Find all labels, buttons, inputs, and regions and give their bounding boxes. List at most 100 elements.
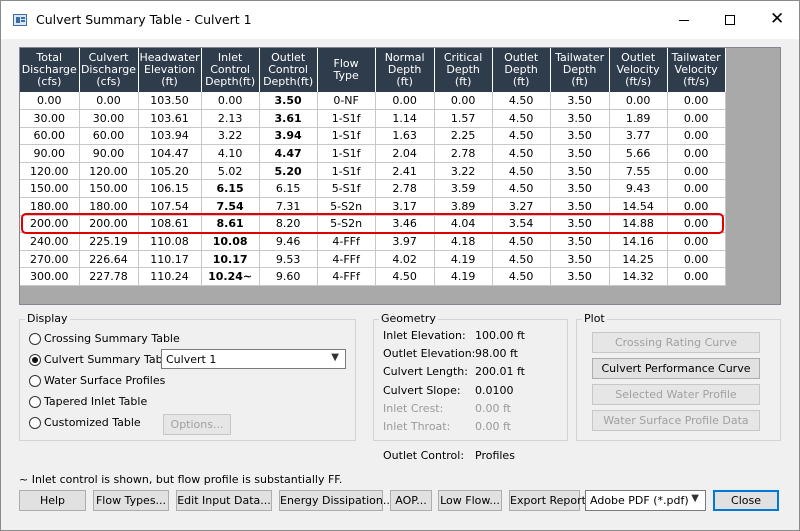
table-cell: 4-FFf — [317, 250, 376, 269]
maximize-icon — [725, 15, 735, 25]
summary-table-grid[interactable]: Total Discharge (cfs) Culvert Discharge (… — [19, 47, 781, 305]
radio-label: Culvert Summary Table — [44, 353, 173, 366]
table-cell: 9.46 — [259, 232, 318, 251]
table-cell: 3.77 — [609, 127, 668, 146]
selected-water-profile-button[interactable]: Selected Water Profile — [592, 384, 760, 405]
geometry-label: Outlet Elevation: — [383, 347, 476, 361]
table-cell: 0.00 — [667, 144, 726, 163]
table-cell: 200.00 — [20, 215, 80, 234]
crossing-rating-curve-button[interactable]: Crossing Rating Curve — [592, 332, 760, 353]
table-cell: 4.04 — [434, 215, 493, 234]
flow-types-button[interactable]: Flow Types... — [93, 490, 169, 511]
display-group — [19, 319, 356, 441]
table-cell: 14.16 — [609, 232, 668, 251]
table-cell: 1-S1f — [317, 109, 376, 128]
radio-circle — [29, 396, 41, 408]
table-row[interactable]: 90.00 90.00 104.47 4.10 4.47 1-S1f 2.04 2.78 4.5… — [20, 144, 726, 163]
table-cell: 240.00 — [20, 232, 80, 251]
table-cell: 3.46 — [375, 215, 435, 234]
plot-group-label: Plot — [582, 312, 607, 325]
table-cell: 90.00 — [20, 144, 80, 163]
table-cell: 9.43 — [609, 179, 668, 199]
table-cell: 10.24~ — [201, 267, 260, 287]
table-cell: 8.20 — [259, 215, 318, 234]
table-cell: 2.78 — [375, 179, 435, 199]
table-row[interactable]: 30.00 30.00 103.61 2.13 3.61 1-S1f 1.14 1.57 4.5… — [20, 109, 726, 128]
radio-circle — [29, 333, 41, 345]
geometry-label: Culvert Length: — [383, 365, 468, 379]
table-cell: 3.22 — [434, 162, 493, 181]
table-header-row: Total Discharge (cfs) Culvert Discharge (… — [20, 48, 726, 92]
table-cell: 3.59 — [434, 179, 493, 199]
table-cell: 3.50 — [550, 267, 610, 287]
culvert-performance-curve-button[interactable]: Culvert Performance Curve — [592, 358, 760, 379]
table-cell: 30.00 — [79, 109, 139, 128]
table-cell: 110.17 — [138, 250, 202, 269]
table-cell: 4.50 — [492, 267, 551, 287]
water-surface-profile-data-button[interactable]: Water Surface Profile Data — [592, 410, 760, 431]
table-row[interactable]: 270.00 226.64 110.17 10.17 9.53 4-FFf 4.02 4.19… — [20, 250, 726, 269]
table-cell: 5-S2n — [317, 197, 376, 216]
table-cell: 6.15 — [259, 179, 318, 199]
table-cell: 110.08 — [138, 232, 202, 251]
edit-input-data-button[interactable]: Edit Input Data... — [176, 490, 272, 511]
table-cell: 10.17 — [201, 250, 260, 269]
radio-circle — [29, 375, 41, 387]
table-cell: 4.50 — [492, 92, 551, 111]
column-header: Outlet Control Depth(ft) — [259, 48, 318, 92]
export-report-button[interactable]: Export Report — [509, 490, 586, 511]
table-row[interactable]: 120.00 120.00 105.20 5.02 5.20 1-S1f 2.41 3.22 4… — [20, 162, 726, 181]
table-row[interactable]: 0.00 0.00 103.50 0.00 3.50 0-NF 0.00 0.00 4.50 3.… — [20, 92, 726, 111]
help-button[interactable]: Help — [19, 490, 86, 511]
table-cell: 3.89 — [434, 197, 493, 216]
table-cell: 3.50 — [550, 162, 610, 181]
culvert-select[interactable]: Culvert 1 ▼ — [161, 349, 346, 369]
table-cell: 7.31 — [259, 197, 318, 216]
table-cell: 4.50 — [492, 144, 551, 163]
table-row[interactable]: 240.00 225.19 110.08 10.08 9.46 4-FFf 3.97 4.18… — [20, 232, 726, 251]
outlet-control-value: Profiles — [475, 449, 515, 462]
table-cell: 103.61 — [138, 109, 202, 128]
radio-label: Tapered Inlet Table — [44, 395, 148, 408]
radio-label: Customized Table — [44, 416, 141, 429]
radio-label: Crossing Summary Table — [44, 332, 180, 345]
table-row[interactable]: 300.00 227.78 110.24 10.24~ 9.60 4-FFf 4.50 4.1… — [20, 267, 726, 287]
display-group-label: Display — [25, 312, 70, 325]
table-cell: 0.00 — [667, 197, 726, 216]
close-window-button[interactable]: ✕ — [753, 1, 799, 39]
table-cell: 180.00 — [79, 197, 139, 216]
minimize-button[interactable] — [661, 1, 707, 39]
maximize-button[interactable] — [707, 1, 753, 39]
table-cell: 60.00 — [79, 127, 139, 146]
table-cell: 1-S1f — [317, 127, 376, 146]
table-cell: 180.00 — [20, 197, 80, 216]
table-cell: 0.00 — [667, 162, 726, 181]
export-format-select[interactable]: Adobe PDF (*.pdf) ▼ — [585, 490, 706, 511]
aop-button[interactable]: AOP... — [390, 490, 432, 511]
table-row[interactable]: 200.00 200.00 108.61 8.61 8.20 5-S2n 3.46 4.04 3… — [20, 215, 726, 234]
low-flow-button[interactable]: Low Flow... — [438, 490, 502, 511]
table-row[interactable]: 180.00 180.00 107.54 7.54 7.31 5-S2n 3.17 3.89 3… — [20, 197, 726, 216]
table-row[interactable]: 150.00 150.00 106.15 6.15 6.15 5-S1f 2.78 3.59 4… — [20, 179, 726, 199]
table-cell: 0.00 — [667, 179, 726, 199]
table-row[interactable]: 60.00 60.00 103.94 3.22 3.94 1-S1f 1.63 2.25 4.5… — [20, 127, 726, 146]
table-cell: 30.00 — [20, 109, 80, 128]
close-button[interactable]: Close — [713, 490, 779, 511]
column-header: Outlet Velocity (ft/s) — [609, 48, 668, 92]
table-cell: 0.00 — [667, 127, 726, 146]
table-cell: 3.50 — [550, 197, 610, 216]
table-cell: 4.50 — [375, 267, 435, 287]
column-header: Tailwater Depth (ft) — [550, 48, 610, 92]
plot-group — [576, 319, 781, 441]
table-cell: 104.47 — [138, 144, 202, 163]
table-cell: 3.50 — [550, 144, 610, 163]
options-button[interactable]: Options... — [163, 414, 231, 435]
table-cell: 3.61 — [259, 109, 318, 128]
table-cell: 3.17 — [375, 197, 435, 216]
title-bar: Culvert Summary Table - Culvert 1 ✕ — [1, 1, 799, 39]
table-cell: 120.00 — [79, 162, 139, 181]
table-cell: 14.32 — [609, 267, 668, 287]
geometry-value: 0.00 ft — [475, 401, 511, 415]
table-cell: 14.88 — [609, 215, 668, 234]
energy-dissipation-button[interactable]: Energy Dissipation... — [279, 490, 393, 511]
